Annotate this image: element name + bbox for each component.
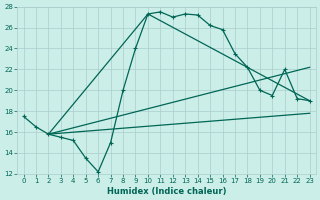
- X-axis label: Humidex (Indice chaleur): Humidex (Indice chaleur): [107, 187, 226, 196]
